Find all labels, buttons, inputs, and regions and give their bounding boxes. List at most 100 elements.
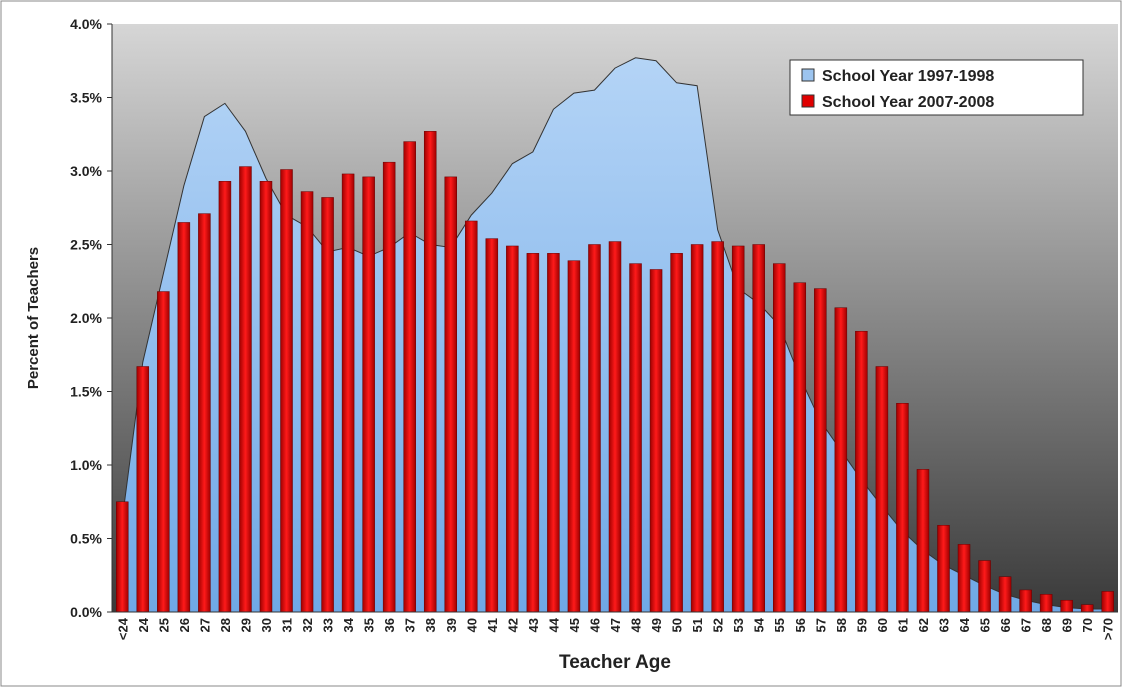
x-tick-label: 34 [341, 617, 356, 632]
x-tick-label: 33 [321, 618, 336, 632]
bar [198, 213, 211, 613]
bar [526, 253, 540, 613]
bar [259, 181, 273, 613]
bar [506, 245, 519, 613]
x-tick-label: 55 [772, 618, 787, 632]
x-tick-label: 35 [362, 618, 377, 632]
bar [588, 244, 601, 613]
x-tick-label: 28 [218, 618, 233, 632]
x-tick-label: 38 [423, 618, 438, 632]
bar [239, 166, 252, 613]
x-tick-label: 27 [197, 618, 212, 632]
x-tick-label: 39 [444, 618, 459, 632]
x-tick-label: 59 [854, 618, 869, 632]
bar [382, 161, 396, 613]
x-tick-label: 42 [505, 618, 520, 632]
bar [731, 245, 745, 613]
y-tick-label: 2.5% [70, 237, 102, 253]
y-tick-label: 3.5% [70, 90, 102, 106]
bar [567, 260, 581, 613]
bar [670, 253, 683, 613]
legend-swatch [801, 68, 815, 82]
y-tick-label: 1.5% [70, 384, 102, 400]
bar [362, 176, 375, 613]
bar [793, 282, 807, 613]
bar [690, 244, 704, 613]
x-tick-label: 60 [875, 618, 890, 632]
x-tick-label: 25 [156, 618, 171, 632]
x-tick-label: 26 [177, 618, 192, 632]
bar [937, 525, 950, 613]
bar [423, 131, 437, 613]
y-axis-label: Percent of Teachers [25, 247, 42, 389]
x-tick-label: 48 [629, 618, 644, 632]
x-tick-label: 44 [546, 617, 561, 632]
x-tick-label: 46 [587, 618, 602, 632]
bar [814, 288, 827, 613]
x-tick-label: 68 [1039, 618, 1054, 632]
bar [300, 191, 314, 613]
bar [998, 576, 1012, 613]
bar [957, 544, 971, 613]
x-tick-label: 69 [1060, 618, 1075, 632]
bar [321, 197, 334, 613]
y-tick-label: 4.0% [70, 16, 102, 32]
bar [1019, 589, 1032, 613]
x-tick-label: 67 [1019, 618, 1034, 632]
bar [1039, 594, 1053, 613]
legend [789, 59, 1084, 116]
bar [341, 173, 355, 613]
bar [711, 241, 724, 613]
x-tick-label: 61 [895, 618, 910, 632]
x-tick-label: 30 [259, 618, 274, 632]
x-tick-label: 43 [526, 618, 541, 632]
x-tick-label: 54 [752, 617, 767, 632]
x-tick-label: 56 [793, 618, 808, 632]
x-tick-label: 40 [464, 618, 479, 632]
bar [1101, 591, 1114, 613]
bar [834, 307, 848, 613]
x-tick-label: 57 [813, 618, 828, 632]
x-axis-label: Teacher Age [559, 652, 671, 673]
x-tick-label: 58 [834, 618, 849, 632]
bar [280, 169, 293, 613]
bar [629, 263, 642, 613]
x-tick-label: 37 [403, 618, 418, 632]
bar [218, 181, 232, 613]
bar [465, 220, 478, 613]
y-tick-label: 0.5% [70, 531, 102, 547]
x-tick-label: 70 [1080, 618, 1095, 632]
x-tick-label: 41 [485, 618, 500, 632]
bar [1080, 604, 1094, 613]
x-tick-label: >70 [1101, 618, 1116, 640]
x-tick-label: <24 [115, 617, 130, 640]
x-tick-label: 31 [280, 618, 295, 632]
y-tick-label: 2.0% [70, 310, 102, 326]
bar [752, 244, 765, 613]
bar [875, 366, 889, 613]
bar [403, 141, 416, 613]
bar [485, 238, 499, 613]
legend-label: School Year 2007-2008 [822, 94, 994, 111]
bar [916, 469, 930, 613]
bar [136, 366, 150, 613]
bar [978, 560, 991, 613]
bar [116, 501, 129, 613]
x-tick-label: 47 [608, 618, 623, 632]
x-tick-label: 49 [649, 618, 664, 632]
x-tick-label: 32 [300, 618, 315, 632]
x-tick-label: 50 [670, 618, 685, 632]
legend-swatch [801, 94, 815, 108]
x-tick-label: 65 [978, 618, 993, 632]
y-tick-label: 3.0% [70, 163, 102, 179]
bar [547, 253, 560, 613]
x-tick-label: 45 [567, 618, 582, 632]
bar [772, 263, 786, 613]
x-tick-label: 53 [731, 618, 746, 632]
x-tick-label: 24 [136, 617, 151, 632]
bar [177, 222, 191, 613]
x-tick-label: 51 [690, 618, 705, 632]
x-tick-label: 63 [936, 618, 951, 632]
